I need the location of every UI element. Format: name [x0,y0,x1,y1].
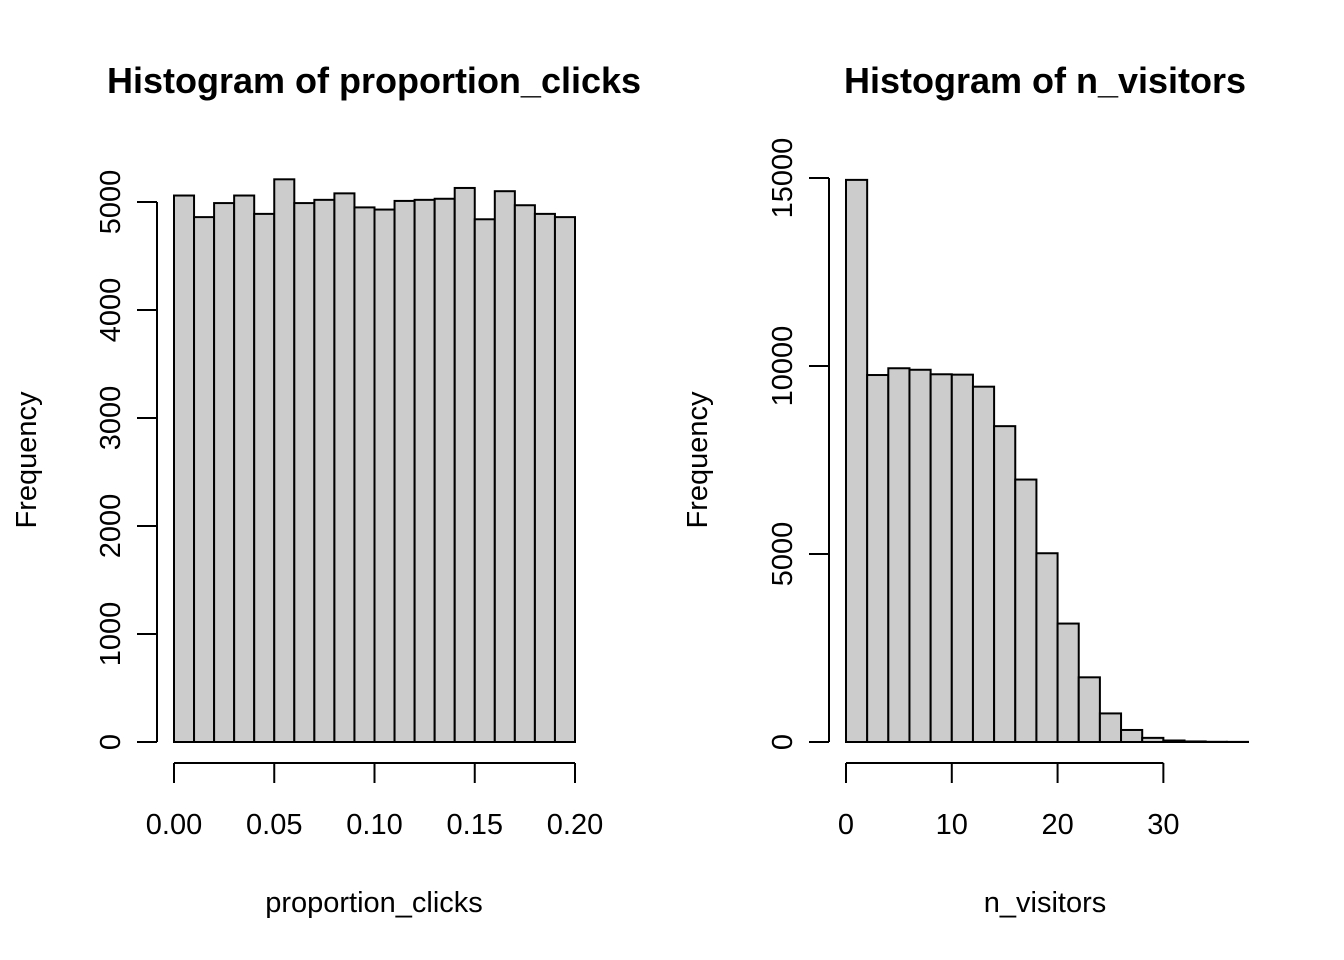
histogram-bar [553,216,577,743]
histogram-bar [950,373,974,743]
histogram-bar [433,197,456,743]
histogram-bar [1141,736,1165,744]
x-tick-label: 0 [838,809,854,841]
y-tick-label: 4000 [95,278,127,343]
histogram-bar [473,218,496,743]
histogram-bar [887,367,911,743]
y-tick-label: 3000 [95,386,127,451]
chart-title-n-visitors: Histogram of n_visitors [844,60,1246,101]
x-tick-label: 0.00 [146,809,202,841]
histogram-bar [1056,622,1080,743]
y-tick-label: 1000 [95,602,127,667]
histogram-bar [373,208,396,743]
x-axis-label-proportion-clicks: proportion_clicks [265,887,483,919]
histogram-bar [253,212,276,743]
y-tick-label: 5000 [95,170,127,235]
histogram-bar [1014,478,1038,743]
histogram-bar [393,199,416,744]
y-axis-label-proportion-clicks: Frequency [11,391,43,529]
histogram-bar [293,202,316,743]
histogram-bar [313,198,336,743]
histogram-bar [193,216,216,743]
histogram-bar [1077,676,1101,743]
histogram-bar [1035,552,1059,743]
histogram-bar [233,194,256,743]
histogram-bar [173,194,196,743]
plot-area-proportion-clicks: 0.00 0.05 0.10 0.15 0.20 0 1000 2000 3000 4000 500… [95,170,603,841]
histogram-bar [533,212,556,743]
histogram-bar [1120,728,1144,744]
y-tick-label: 0 [767,734,799,750]
histogram-bar [845,178,869,743]
histogram-bar [1183,740,1207,743]
histogram-bar [353,206,376,743]
histogram-bar [1162,739,1186,743]
histogram-bar [273,178,296,743]
histogram-bar [413,198,436,743]
x-tick-label: 0.10 [346,809,402,841]
histogram-bar [513,204,536,744]
chart-title-proportion-clicks: Histogram of proportion_clicks [107,60,641,101]
x-axis-label-n-visitors: n_visitors [984,887,1107,919]
y-tick-label: 15000 [767,138,799,219]
y-tick-label: 0 [95,734,127,750]
y-tick-label: 2000 [95,494,127,559]
histogram-bar [929,373,953,743]
histogram-bar [213,202,236,743]
histogram-bar [908,368,932,743]
histogram-bar [971,385,996,743]
plot-area-n-visitors: 0 10 20 30 0 5000 10000 15000 [767,138,1250,841]
histogram-bar [1098,712,1123,744]
y-tick-label: 10000 [767,326,799,407]
y-axis-label-n-visitors: Frequency [682,391,714,529]
x-tick-label: 0.15 [447,809,503,841]
histogram-bar [993,425,1017,743]
x-tick-label: 0.20 [547,809,603,841]
x-tick-label: 0.05 [246,809,302,841]
x-tick-label: 20 [1041,809,1073,841]
histogram-bar [866,374,890,743]
x-tick-label: 30 [1147,809,1179,841]
x-tick-label: 10 [936,809,968,841]
histogram-bar [493,190,516,743]
histogram-bar [453,186,476,743]
y-tick-label: 5000 [767,522,799,587]
histogram-bar [333,192,356,744]
